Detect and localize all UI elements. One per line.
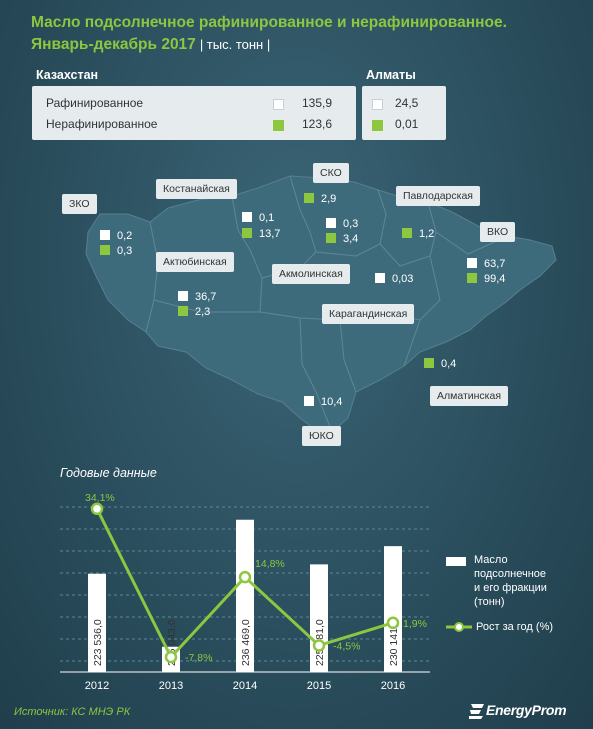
legend-bars-line-4: (тонн) xyxy=(474,596,505,608)
legend-bars-swatch xyxy=(446,557,466,566)
growth-point-2014 xyxy=(238,570,252,584)
kazakhstan-label: Казахстан xyxy=(36,68,99,82)
growth-point-2016 xyxy=(386,616,400,630)
region-value-aktobe-unrefined: 2,3 xyxy=(178,306,210,319)
brand-name: EnergyProm xyxy=(486,702,567,718)
refined-swatch xyxy=(273,99,284,111)
bar-2012 xyxy=(88,573,106,672)
region-value-vko-unrefined: 99,4 xyxy=(467,273,505,286)
bar-label-2012: 223 536,0 xyxy=(92,619,104,666)
growth-label-2016: 1,9% xyxy=(403,618,427,630)
page-title: Масло подсолнечное рафинированное и нера… xyxy=(31,12,571,56)
x-tick-2015: 2015 xyxy=(307,680,331,692)
region-tag-akmola: Акмолинская xyxy=(272,264,350,284)
almaty-panel: 24,5 0,01 xyxy=(362,86,446,140)
region-value-pavlodar-unrefined: 1,2 xyxy=(402,228,434,241)
legend-bars-line-3: и его фракции xyxy=(474,582,547,594)
region-tag-yuko: ЮКО xyxy=(302,426,341,446)
region-tag-vko: ВКО xyxy=(480,222,516,242)
almaty-unrefined-swatch xyxy=(372,120,383,132)
region-tag-pavlodar: Павлодарская xyxy=(396,186,480,206)
source-note: Источник: КС МНЭ РК xyxy=(14,706,131,718)
bar-label-2016: 230 141,0 xyxy=(388,619,400,666)
region-value-akmola-refined: 0,3 xyxy=(326,218,358,231)
kazakhstan-panel: Рафинированное 135,9 Нерафинированное 12… xyxy=(32,86,356,140)
legend-line-label: Рост за год (%) xyxy=(476,621,554,633)
growth-point-2015 xyxy=(312,639,326,652)
x-tick-2012: 2012 xyxy=(85,680,109,692)
bar-2016 xyxy=(384,546,402,672)
region-value-kostanay-unrefined: 13,7 xyxy=(242,228,280,241)
unrefined-swatch xyxy=(273,120,284,132)
almaty-unrefined-value: 0,01 xyxy=(395,117,419,131)
legend-bars-line-1: Масло xyxy=(474,554,508,566)
legend-bars-line-2: подсолнечное xyxy=(474,568,547,580)
title-line-2: Январь-декабрь 2017 xyxy=(31,36,196,53)
title-unit: | тыс. тонн | xyxy=(199,37,271,52)
x-tick-2014: 2014 xyxy=(233,680,257,692)
region-value-akmola-unrefined: 3,4 xyxy=(326,233,358,246)
region-value-yuko-refined: 10,4 xyxy=(304,396,342,409)
refined-row-label: Рафинированное xyxy=(46,96,144,110)
almaty-refined-value: 24,5 xyxy=(395,96,419,110)
region-value-almaty-region-unrefined: 0,4 xyxy=(424,358,456,371)
region-tag-aktobe: Актюбинская xyxy=(156,252,234,272)
region-tag-sko: СКО xyxy=(313,163,349,183)
region-tag-karaganda: Карагандинская xyxy=(322,304,415,324)
title-line-1: Масло подсолнечное рафинированное и нера… xyxy=(31,14,507,31)
region-value-kostanay-refined: 0,1 xyxy=(242,212,274,225)
region-tag-zko: ЗКО xyxy=(62,194,97,214)
bar-label-2014: 236 469,0 xyxy=(240,619,252,666)
region-tag-kostanay: Костанайская xyxy=(156,179,237,199)
unrefined-row-label: Нерафинированное xyxy=(46,117,158,131)
refined-total: 135,9 xyxy=(302,96,333,110)
region-value-sko-unrefined: 2,9 xyxy=(304,193,336,206)
growth-point-2012 xyxy=(90,502,104,516)
almaty-refined-swatch xyxy=(372,99,383,111)
growth-label-2012: 34,1% xyxy=(85,492,115,504)
region-value-aktobe-refined: 36,7 xyxy=(178,291,216,304)
region-value-vko-refined: 63,7 xyxy=(467,258,505,271)
region-tag-almaty-region: Алматинская xyxy=(430,386,509,406)
region-value-zko-refined: 0,2 xyxy=(100,230,132,243)
bar-2014 xyxy=(236,519,254,672)
chart-title: Годовые данные xyxy=(60,466,157,480)
almaty-label: Алматы xyxy=(366,68,416,82)
growth-label-2014: 14,8% xyxy=(255,558,285,570)
x-tick-2013: 2013 xyxy=(159,680,183,692)
growth-label-2013: -7,8% xyxy=(185,652,212,664)
x-tick-2016: 2016 xyxy=(381,680,405,692)
map-shape xyxy=(85,175,557,433)
region-value-karaganda-refined: 0,03 xyxy=(375,273,413,286)
region-value-zko-unrefined: 0,3 xyxy=(100,245,132,258)
unrefined-total: 123,6 xyxy=(302,117,333,131)
growth-label-2015: -4,5% xyxy=(333,640,360,652)
energyprom-logo-icon xyxy=(469,704,484,719)
growth-point-2013 xyxy=(164,650,178,664)
